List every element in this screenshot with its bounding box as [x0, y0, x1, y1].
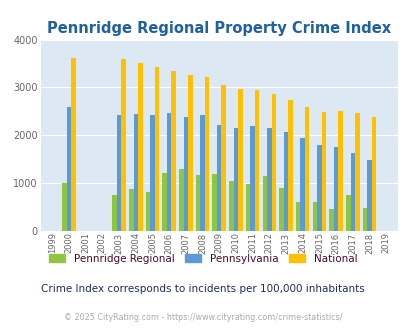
- Bar: [183, 117, 188, 231]
- Bar: [279, 188, 283, 231]
- Bar: [171, 71, 175, 231]
- Bar: [304, 107, 309, 231]
- Bar: [321, 112, 325, 231]
- Bar: [283, 132, 288, 231]
- Bar: [254, 90, 259, 231]
- Bar: [228, 181, 233, 231]
- Bar: [328, 209, 333, 231]
- Bar: [337, 112, 342, 231]
- Bar: [150, 115, 154, 231]
- Bar: [367, 160, 371, 231]
- Bar: [312, 202, 316, 231]
- Bar: [262, 176, 266, 231]
- Bar: [154, 67, 159, 231]
- Bar: [250, 126, 254, 231]
- Bar: [350, 152, 354, 231]
- Bar: [271, 94, 275, 231]
- Bar: [354, 113, 359, 231]
- Bar: [316, 145, 321, 231]
- Bar: [233, 128, 238, 231]
- Title: Pennridge Regional Property Crime Index: Pennridge Regional Property Crime Index: [47, 21, 390, 36]
- Bar: [112, 195, 117, 231]
- Bar: [117, 115, 121, 231]
- Bar: [145, 192, 150, 231]
- Bar: [295, 202, 300, 231]
- Bar: [371, 117, 375, 231]
- Bar: [129, 189, 133, 231]
- Bar: [345, 195, 350, 231]
- Text: Crime Index corresponds to incidents per 100,000 inhabitants: Crime Index corresponds to incidents per…: [41, 284, 364, 294]
- Bar: [238, 89, 242, 231]
- Text: © 2025 CityRating.com - https://www.cityrating.com/crime-statistics/: © 2025 CityRating.com - https://www.city…: [64, 313, 341, 322]
- Bar: [300, 138, 304, 231]
- Bar: [333, 147, 337, 231]
- Bar: [138, 63, 142, 231]
- Bar: [66, 107, 71, 231]
- Bar: [62, 183, 66, 231]
- Legend: Pennridge Regional, Pennsylvania, National: Pennridge Regional, Pennsylvania, Nation…: [44, 249, 361, 268]
- Bar: [133, 114, 138, 231]
- Bar: [204, 78, 209, 231]
- Bar: [71, 58, 76, 231]
- Bar: [200, 115, 204, 231]
- Bar: [121, 59, 126, 231]
- Bar: [162, 173, 166, 231]
- Bar: [266, 128, 271, 231]
- Bar: [221, 85, 226, 231]
- Bar: [362, 208, 367, 231]
- Bar: [212, 174, 216, 231]
- Bar: [245, 184, 250, 231]
- Bar: [166, 113, 171, 231]
- Bar: [179, 169, 183, 231]
- Bar: [188, 75, 192, 231]
- Bar: [195, 175, 200, 231]
- Bar: [288, 100, 292, 231]
- Bar: [216, 125, 221, 231]
